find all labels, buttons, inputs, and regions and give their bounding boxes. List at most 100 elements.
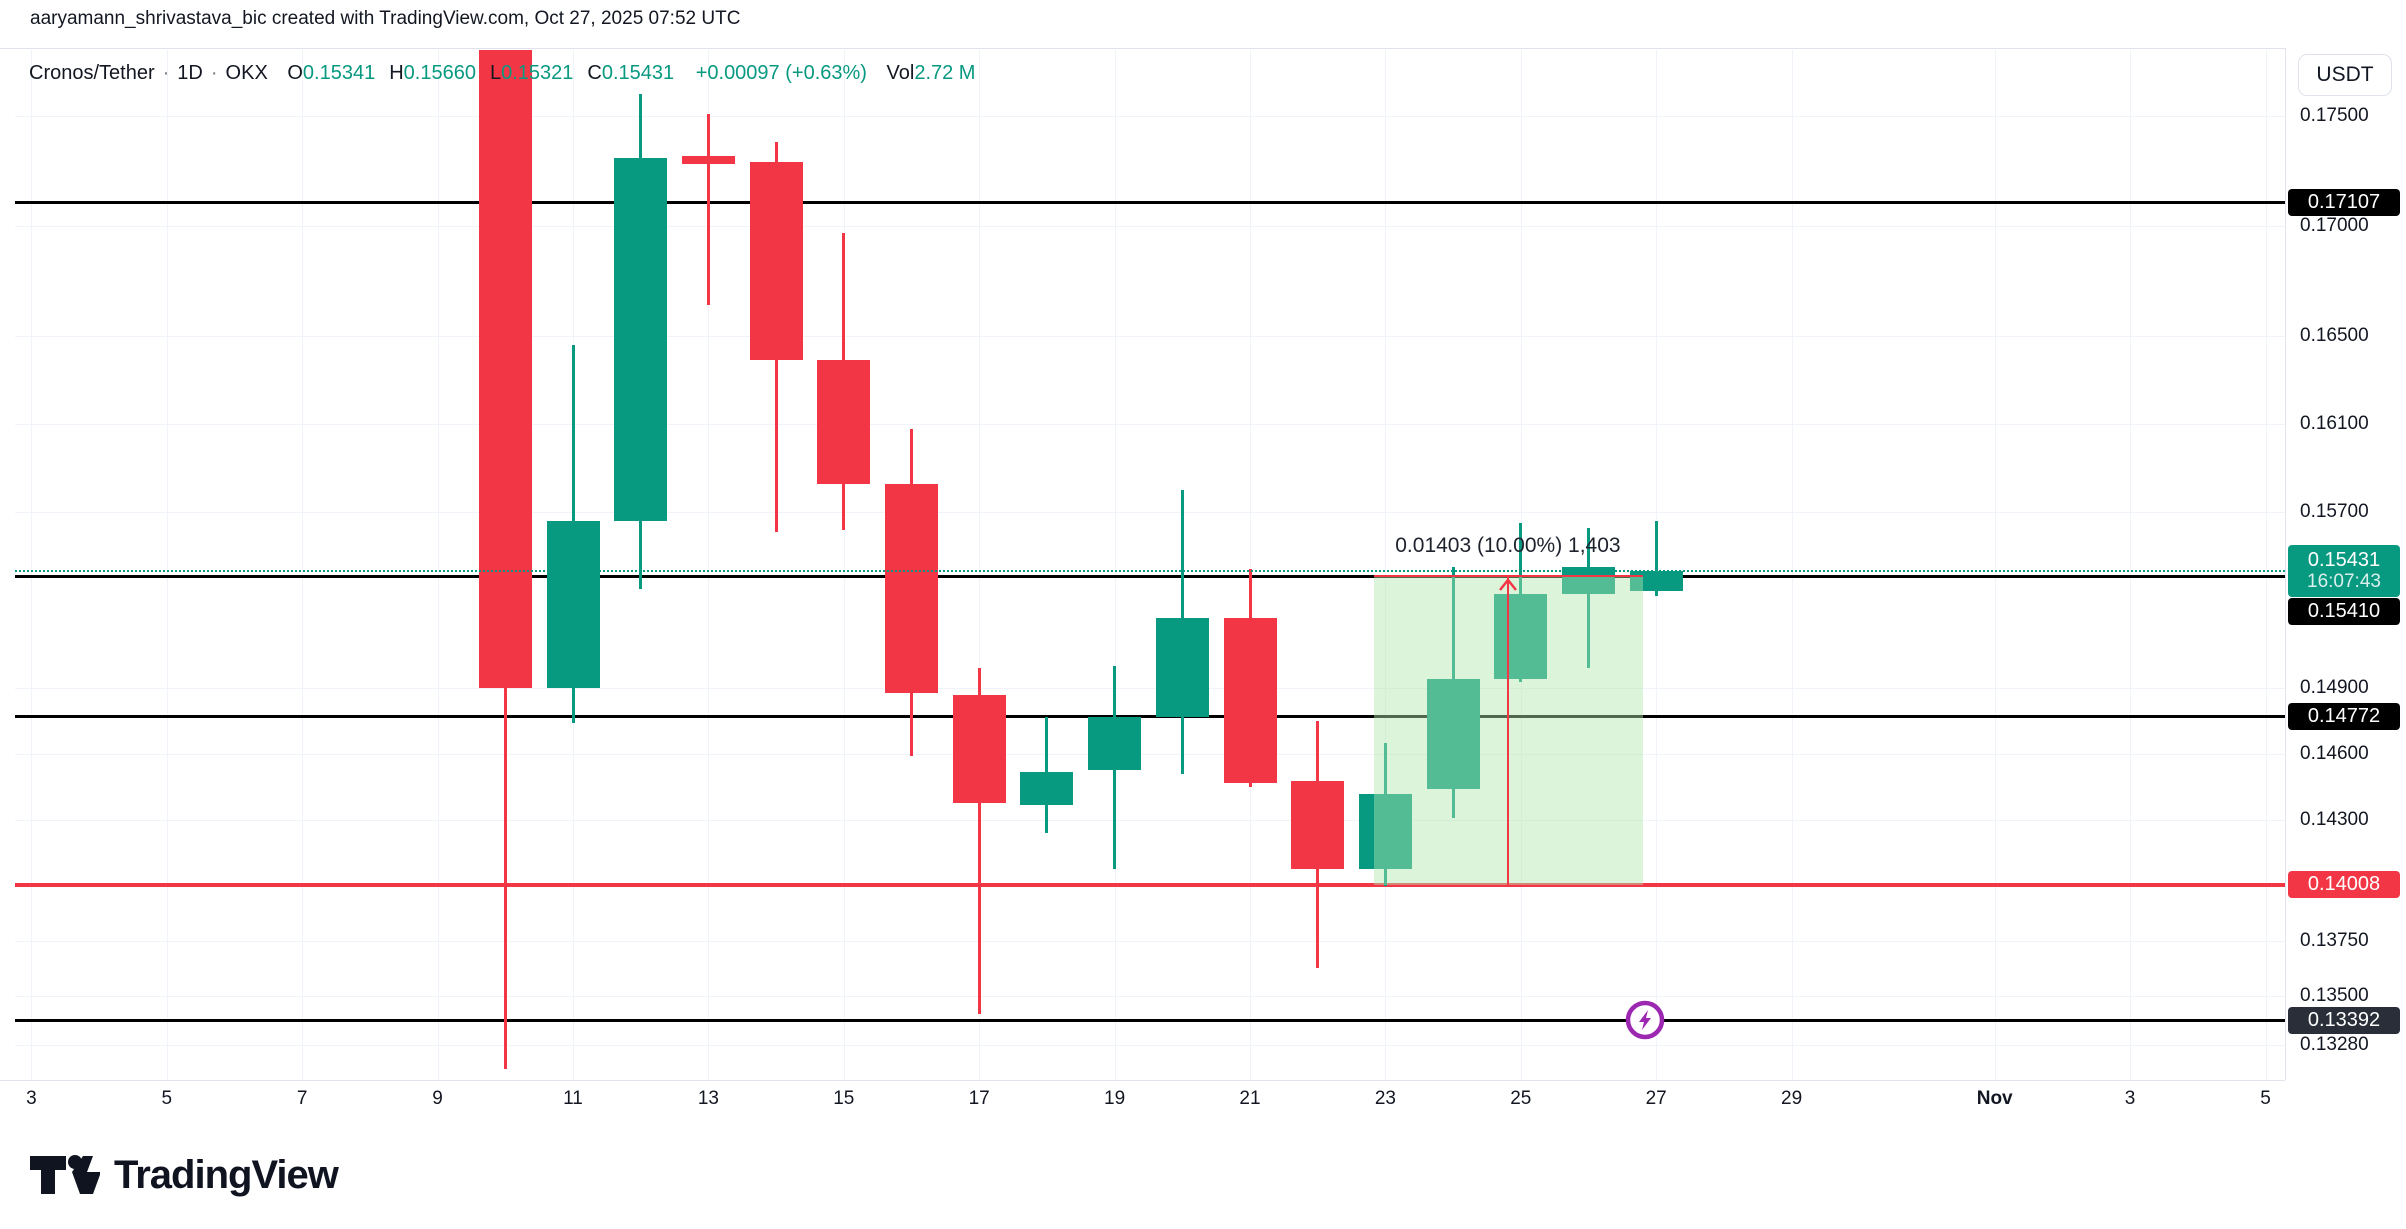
price-tick-label: 0.16100 [2300, 413, 2369, 435]
ohlc-key: H [389, 62, 404, 84]
candle-body [478, 50, 532, 689]
h-gridline [15, 1044, 2285, 1046]
v-gridline [979, 50, 981, 1080]
date-tick-label: 7 [296, 1088, 308, 1109]
h-gridline [15, 512, 2285, 514]
h-gridline [15, 941, 2285, 943]
price-axis[interactable]: USDT 0.17500 0.17000 0.16500 0.16100 0.15700… [2285, 48, 2406, 1080]
symbol-title[interactable]: Cronos/Tether [29, 62, 155, 84]
h-gridline [15, 820, 2285, 822]
horizontal-level-line[interactable] [15, 574, 2285, 578]
candle-body [614, 157, 668, 521]
candle-body [885, 483, 938, 693]
date-tick-label: 3 [2124, 1088, 2136, 1109]
h-gridline [15, 688, 2285, 690]
ohlc-key: C [587, 62, 602, 84]
candle-wick [1587, 527, 1590, 669]
horizontal-level-line[interactable] [15, 882, 2285, 887]
price-badge-0.15410: 0.15410 [2288, 598, 2400, 626]
candle-body [817, 360, 871, 484]
v-gridline [1791, 50, 1793, 1080]
price-badge-0.15431: 0.15431 16:07:43 [2288, 545, 2400, 598]
h-gridline [15, 336, 2285, 338]
h-gridline [15, 996, 2285, 998]
candle-body [546, 520, 600, 689]
h-gridline [15, 226, 2285, 228]
projection-vertical-line [1506, 576, 1509, 885]
price-badge-0.17107: 0.17107 [2288, 189, 2400, 217]
price-badge-value: 0.15410 [2307, 600, 2381, 623]
ohlc-value: 0.15341 [302, 62, 376, 84]
projection-label: 0.01403 (10.00%) 1,403 [1395, 534, 1621, 557]
horizontal-level-line[interactable] [15, 201, 2285, 205]
volume-value: 2.72 M [914, 62, 976, 84]
h-gridline [15, 754, 2285, 756]
date-tick-label: Nov [1976, 1088, 2013, 1109]
chart-legend: Cronos/Tether · 1D · OKX O0.15341 H0.15660 L0.… [29, 62, 975, 85]
price-tick-label: 0.13750 [2300, 930, 2369, 952]
date-tick-label: 29 [1781, 1088, 1803, 1109]
ohlc-value: 0.15431 [601, 62, 675, 84]
candle-body [1291, 780, 1345, 869]
date-tick-label: 21 [1239, 1088, 1261, 1109]
candle-body [1223, 617, 1277, 783]
candle-body [1155, 617, 1209, 717]
tradingview-logo[interactable]: TradingView [28, 1150, 339, 1200]
candle-wick [1654, 520, 1658, 596]
idea-lightning-marker[interactable] [1623, 998, 1667, 1047]
date-tick-label: 25 [1510, 1088, 1532, 1109]
price-badge-value: 0.14008 [2307, 873, 2381, 896]
horizontal-level-line[interactable] [15, 714, 2285, 718]
candle-body [1088, 716, 1142, 770]
change-value: +0.00097 (+0.63%) [695, 62, 867, 84]
v-gridline [708, 50, 710, 1080]
v-gridline [1114, 50, 1116, 1080]
candle-body [952, 694, 1006, 803]
price-tick-label: 0.17500 [2300, 105, 2369, 127]
currency-button[interactable]: USDT [2298, 54, 2392, 96]
v-gridline [437, 50, 439, 1080]
date-tick-label: 9 [432, 1088, 443, 1109]
date-tick-label: 17 [968, 1088, 990, 1109]
price-tick-label: 0.14300 [2300, 809, 2369, 831]
time-axis[interactable]: 3 5 7 9 11 13 15 17 19 21 23 25 27 29 Nov 3 5 [0, 1080, 2285, 1115]
price-badge-value: 0.14772 [2307, 704, 2381, 727]
horizontal-level-line[interactable] [15, 1018, 2285, 1022]
current-price-line [15, 570, 2285, 573]
price-tick-label: 0.17000 [2300, 215, 2369, 237]
price-tick-label: 0.13280 [2300, 1033, 2369, 1055]
date-tick-label: 13 [697, 1088, 719, 1109]
exchange-label[interactable]: OKX [225, 62, 268, 84]
interval-label[interactable]: 1D [177, 62, 203, 84]
date-tick-label: 15 [833, 1088, 855, 1109]
candle-wick [977, 668, 981, 1014]
price-tick-label: 0.13500 [2300, 985, 2369, 1007]
footer: TradingView [0, 1114, 2406, 1229]
price-tick-label: 0.14600 [2300, 743, 2369, 765]
candle-body [1358, 793, 1412, 869]
date-tick-label: 27 [1645, 1088, 1667, 1109]
price-badge-value: 0.13392 [2307, 1008, 2381, 1031]
volume-label: Vol [886, 62, 915, 84]
price-badge-0.13392: 0.13392 [2288, 1006, 2400, 1034]
price-tick-label: 0.15700 [2300, 501, 2369, 523]
ohlc-values: O0.15341 H0.15660 L0.15321 C0.15431 [273, 62, 674, 84]
candle-body [1020, 771, 1074, 805]
legend-separator: · [162, 62, 170, 84]
date-tick-label: 23 [1374, 1088, 1396, 1109]
projection-arrow-icon [1498, 577, 1518, 597]
tradingview-logo-text: TradingView [114, 1152, 339, 1197]
countdown-timer: 16:07:43 [2307, 571, 2381, 593]
price-badge-0.14008: 0.14008 [2288, 871, 2400, 899]
price-chart-pane[interactable]: Cronos/Tether · 1D · OKX O0.15341 H0.15660 L0.… [15, 50, 2285, 1080]
v-gridline [2130, 50, 2132, 1080]
legend-separator: · [210, 62, 218, 84]
price-tick-label: 0.14900 [2300, 677, 2369, 699]
ohlc-key: O [287, 62, 303, 84]
h-gridline [15, 116, 2285, 118]
date-tick-label: 11 [563, 1088, 583, 1109]
v-gridline [1250, 50, 1251, 1080]
date-tick-label: 19 [1104, 1088, 1126, 1109]
price-badge-0.14772: 0.14772 [2288, 702, 2400, 730]
